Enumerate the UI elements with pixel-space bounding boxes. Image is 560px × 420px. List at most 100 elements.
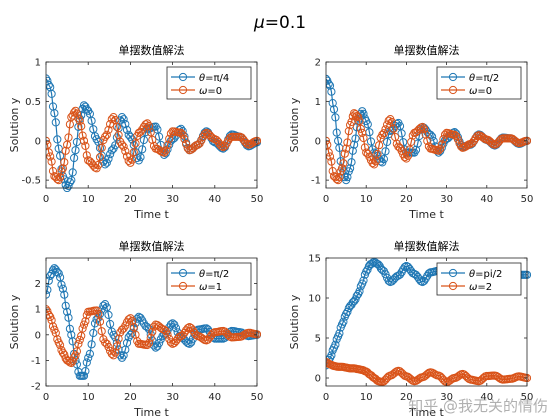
- x-tick-label: 0: [43, 194, 49, 205]
- data-point: [51, 328, 60, 338]
- data-point: [331, 340, 340, 349]
- x-tick-label: 40: [480, 392, 493, 403]
- data-point: [347, 117, 356, 127]
- data-point: [429, 137, 438, 146]
- data-point: [46, 285, 52, 294]
- legend-marker: [448, 85, 458, 95]
- legend-label: =0: [207, 86, 222, 97]
- legend-symbol: ω: [469, 86, 477, 97]
- data-point: [87, 340, 96, 349]
- x-axis-label: Time t: [133, 406, 169, 419]
- data-point: [327, 351, 336, 360]
- data-point: [146, 333, 155, 342]
- legend-box: [436, 262, 522, 296]
- data-point: [102, 130, 111, 139]
- x-tick-label: 10: [82, 392, 95, 403]
- data-point: [106, 319, 115, 329]
- y-tick-label: 0: [315, 136, 321, 147]
- data-point: [51, 118, 60, 127]
- legend-label: =2: [477, 282, 492, 293]
- data-point: [358, 128, 367, 137]
- x-tick-label: 10: [82, 194, 95, 205]
- data-point: [78, 131, 87, 140]
- legend-label: =π/2: [205, 269, 229, 280]
- data-point: [326, 79, 333, 88]
- data-point: [403, 151, 413, 160]
- legend: θ=π/4 ω=0: [166, 66, 252, 100]
- data-point: [129, 148, 138, 157]
- legend-label: =π/4: [205, 73, 229, 84]
- data-point: [75, 335, 84, 344]
- axes-frame: [325, 61, 528, 189]
- data-point: [354, 113, 363, 122]
- data-point: [58, 284, 68, 293]
- x-tick-label: 0: [43, 392, 49, 403]
- y-tick-label: 2: [35, 279, 41, 290]
- y-tick-label: -1: [311, 176, 321, 187]
- data-point: [94, 160, 103, 170]
- legend-entry-1: θ=π/2: [469, 73, 499, 84]
- data-point: [355, 287, 364, 296]
- data-point: [111, 348, 120, 357]
- legend-symbol: θ: [199, 73, 205, 84]
- data-point: [122, 125, 132, 134]
- data-point: [53, 175, 62, 184]
- data-point: [58, 164, 68, 173]
- legend-symbol: ω: [469, 282, 477, 293]
- x-tick-label: 40: [208, 392, 221, 403]
- data-point: [183, 324, 192, 333]
- y-tick-label: 10: [308, 294, 321, 305]
- y-tick-label: 1: [35, 58, 41, 69]
- data-point: [136, 153, 145, 162]
- data-point: [165, 134, 174, 143]
- y-tick-label: 2: [315, 58, 321, 69]
- data-point: [328, 99, 337, 108]
- y-tick-label: 5: [315, 334, 321, 345]
- x-axis-label: Time t: [408, 208, 444, 221]
- legend-symbol: θ: [469, 269, 475, 280]
- data-point: [383, 137, 392, 147]
- data-point: [332, 128, 341, 137]
- data-point: [138, 145, 147, 154]
- data-point: [64, 133, 73, 142]
- data-point: [373, 149, 382, 159]
- subplot-title: 单摆数值解法: [394, 239, 460, 253]
- x-tick-label: 40: [480, 194, 493, 205]
- data-point: [70, 153, 79, 163]
- data-point: [107, 349, 116, 358]
- data-point: [326, 140, 332, 149]
- data-point: [112, 342, 122, 351]
- legend-marker: [178, 72, 188, 82]
- data-point: [94, 309, 103, 318]
- data-point: [397, 129, 406, 138]
- data-point: [163, 330, 172, 339]
- data-point: [166, 338, 175, 347]
- data-point: [332, 175, 341, 184]
- legend-marker: [178, 85, 188, 95]
- data-point: [131, 139, 140, 148]
- data-point: [95, 153, 105, 162]
- data-point: [344, 127, 353, 136]
- data-point: [144, 121, 154, 131]
- data-point: [331, 113, 340, 122]
- series-2: [326, 357, 531, 387]
- data-point: [56, 151, 65, 160]
- data-point: [47, 89, 56, 99]
- data-point: [51, 173, 60, 182]
- data-point: [79, 371, 89, 380]
- data-point: [107, 115, 116, 124]
- y-tick-label: 1: [315, 97, 321, 108]
- data-point: [87, 116, 96, 125]
- x-tick-label: 20: [124, 194, 137, 205]
- data-point: [121, 120, 130, 129]
- data-point: [101, 132, 110, 141]
- data-point: [68, 168, 77, 177]
- data-point: [326, 148, 333, 157]
- data-point: [102, 303, 111, 312]
- data-point: [351, 295, 360, 304]
- data-point: [47, 157, 56, 166]
- x-tick-label: 20: [124, 392, 137, 403]
- legend-label: =1: [207, 282, 222, 293]
- data-point: [112, 122, 122, 131]
- data-point: [148, 327, 157, 336]
